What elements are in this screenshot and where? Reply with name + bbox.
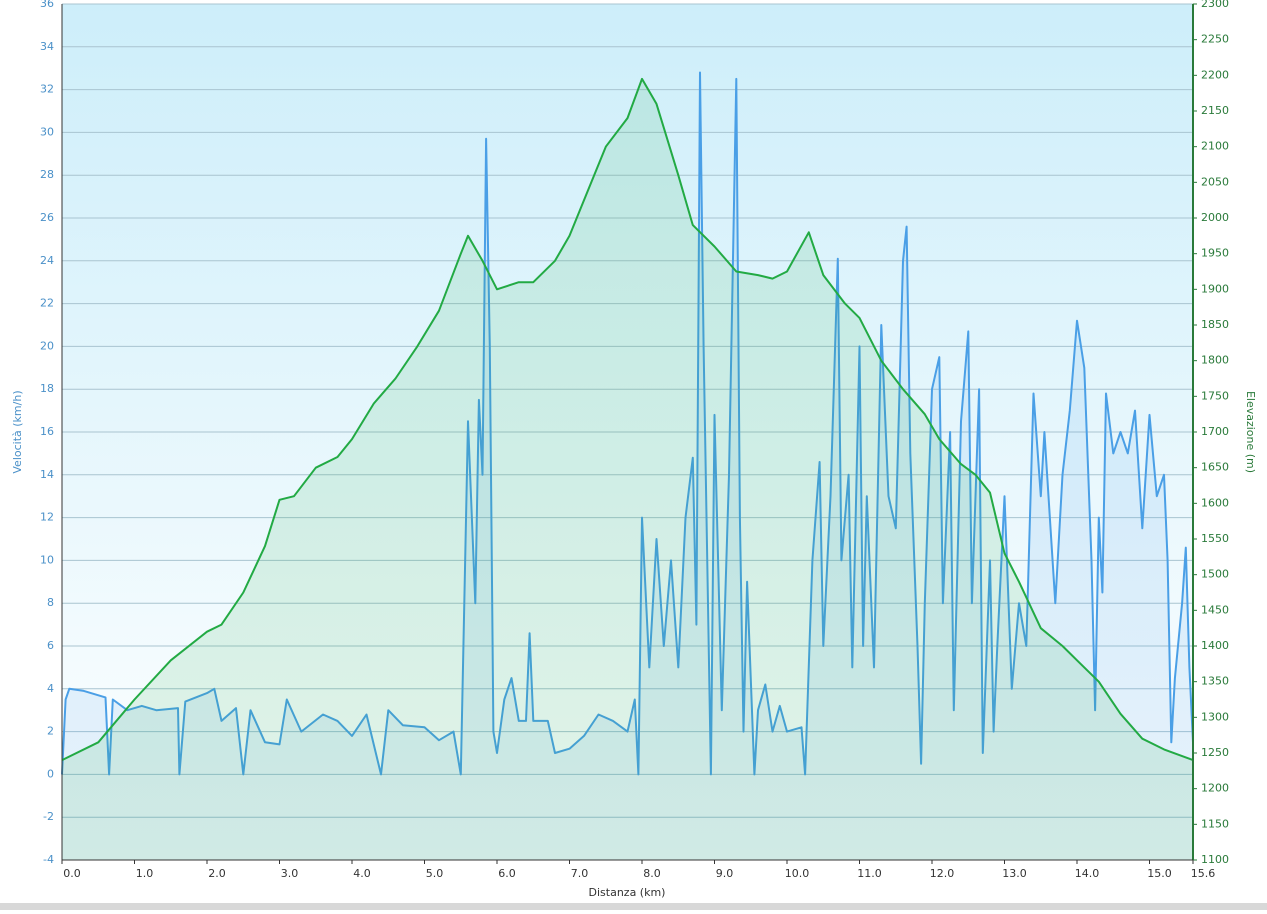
area — [62, 78, 1193, 860]
y-tick-label: 14 — [40, 468, 54, 481]
x-tick-label: 15.0 — [1147, 867, 1172, 880]
x-tick-label: 7.0 — [571, 867, 589, 880]
y-tick-label: 2 — [47, 725, 54, 738]
area — [62, 72, 1193, 860]
y2-tick-label: 1800 — [1201, 354, 1229, 367]
x-tick-label: 3.0 — [281, 867, 299, 880]
y-tick-label: 30 — [40, 125, 54, 138]
y-tick-label: 26 — [40, 211, 54, 224]
y-tick-label: 4 — [47, 682, 54, 695]
y2-tick-label: 1400 — [1201, 639, 1229, 652]
y-tick-label: 24 — [40, 254, 54, 267]
y2-tick-label: 1500 — [1201, 568, 1229, 581]
x-tick-label: 8.0 — [643, 867, 661, 880]
series-line — [61, 71, 1194, 776]
y-tick-label: 28 — [40, 168, 54, 181]
x-tick-label: 0.0 — [63, 867, 81, 880]
y2-tick-label: 1650 — [1201, 461, 1229, 474]
x-tick-label: 9.0 — [716, 867, 734, 880]
y2-tick-label: 2200 — [1201, 68, 1229, 81]
y2-tick-label: 2300 — [1201, 0, 1229, 10]
y2-tick-label: 2150 — [1201, 104, 1229, 117]
x-tick-label: 6.0 — [498, 867, 516, 880]
y2-tick-label: 2100 — [1201, 140, 1229, 153]
y2-tick-label: 1600 — [1201, 496, 1229, 509]
y2-axis-label: Elevazione (m) — [1244, 391, 1257, 473]
y-tick-label: 6 — [47, 639, 54, 652]
series-line — [61, 77, 1194, 762]
x-tick-label: 1.0 — [136, 867, 154, 880]
x-tick-label: 4.0 — [353, 867, 371, 880]
y-axis-label: Velocità (km/h) — [11, 390, 24, 473]
y-tick-label: 10 — [40, 553, 54, 566]
y2-tick-label: 1300 — [1201, 710, 1229, 723]
y2-tick-label: 1550 — [1201, 532, 1229, 545]
y-tick-label: -4 — [43, 853, 54, 866]
y-tick-label: -2 — [43, 810, 54, 823]
x-tick-label: 13.0 — [1002, 867, 1027, 880]
y2-tick-label: 1350 — [1201, 675, 1229, 688]
y-tick-label: 18 — [40, 382, 54, 395]
y2-tick-label: 1100 — [1201, 853, 1229, 866]
x-tick-label: 10.0 — [785, 867, 810, 880]
y2-tick-label: 1450 — [1201, 603, 1229, 616]
y-tick-label: 22 — [40, 297, 54, 310]
y2-tick-label: 1700 — [1201, 425, 1229, 438]
y-tick-label: 34 — [40, 40, 54, 53]
y-tick-label: 32 — [40, 83, 54, 96]
y2-tick-label: 1150 — [1201, 817, 1229, 830]
y-tick-label: 0 — [47, 767, 54, 780]
y2-tick-label: 1200 — [1201, 782, 1229, 795]
y-tick-label: 8 — [47, 596, 54, 609]
y2-tick-label: 1900 — [1201, 282, 1229, 295]
x-tick-label: 5.0 — [426, 867, 444, 880]
x-tick-label: 2.0 — [208, 867, 226, 880]
y2-tick-label: 1950 — [1201, 247, 1229, 260]
y2-tick-label: 1850 — [1201, 318, 1229, 331]
y-tick-label: 12 — [40, 511, 54, 524]
y-tick-label: 16 — [40, 425, 54, 438]
y2-tick-label: 1250 — [1201, 746, 1229, 759]
y2-tick-label: 2250 — [1201, 33, 1229, 46]
x-tick-label: 11.0 — [857, 867, 882, 880]
y-tick-label: 36 — [40, 0, 54, 10]
y2-tick-label: 2050 — [1201, 175, 1229, 188]
x-axis-label: Distanza (km) — [589, 886, 666, 899]
y-tick-label: 20 — [40, 339, 54, 352]
y2-tick-label: 1750 — [1201, 389, 1229, 402]
x-tick-label: 12.0 — [930, 867, 955, 880]
bottom-bar — [0, 903, 1267, 910]
x-tick-label: 14.0 — [1075, 867, 1100, 880]
x-tick-label: 15.6 — [1191, 867, 1216, 880]
y2-tick-label: 2000 — [1201, 211, 1229, 224]
